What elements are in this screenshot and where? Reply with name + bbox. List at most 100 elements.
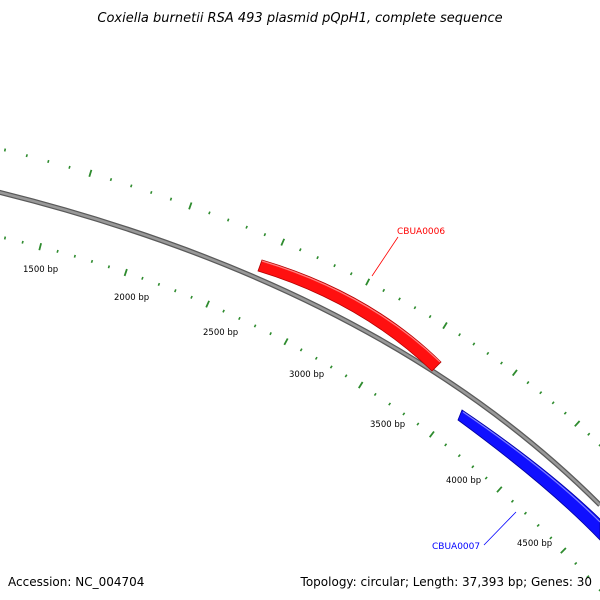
minor-tick — [388, 402, 392, 406]
minor-tick — [68, 165, 71, 169]
minor-tick — [73, 254, 76, 258]
minor-tick — [549, 536, 553, 540]
minor-tick — [598, 588, 600, 592]
minor-tick — [269, 332, 272, 336]
major-tick — [358, 381, 364, 389]
major-tick — [365, 278, 371, 286]
minor-tick — [245, 225, 248, 229]
minor-tick — [3, 148, 7, 152]
gene-label-leader-cbua0006 — [371, 236, 399, 277]
major-tick — [123, 268, 128, 277]
minor-tick — [208, 211, 211, 215]
minor-tick — [130, 184, 133, 188]
minor-tick — [444, 443, 448, 447]
gene-label-cbua0007[interactable]: CBUA0007 — [432, 542, 480, 552]
minor-tick — [56, 249, 59, 253]
minor-tick — [3, 236, 7, 240]
gene-arrow-cbua0006[interactable] — [257, 259, 442, 372]
tick-label: 4000 bp — [446, 476, 481, 486]
gene-cbua0007[interactable] — [457, 409, 600, 541]
minor-tick — [587, 432, 591, 436]
major-tick — [442, 322, 448, 330]
minor-tick — [157, 282, 161, 286]
plasmid-backbone — [0, 191, 600, 506]
minor-tick — [253, 324, 257, 328]
minor-tick — [333, 264, 336, 268]
minor-tick — [47, 159, 50, 164]
minor-tick — [316, 256, 319, 260]
minor-tick — [349, 272, 353, 276]
minor-tick — [484, 476, 488, 480]
accession-text: Accession: NC_004704 — [8, 575, 144, 589]
minor-tick — [299, 348, 303, 352]
tick-label: 2000 bp — [114, 293, 149, 303]
minor-tick — [109, 178, 113, 182]
minor-tick — [574, 561, 578, 565]
gene-arrow-highlight — [261, 260, 441, 363]
major-tick — [511, 369, 518, 377]
minor-tick — [150, 190, 153, 195]
minor-tick — [174, 289, 177, 293]
major-tick — [428, 430, 435, 438]
minor-tick — [563, 411, 567, 415]
minor-tick — [373, 392, 377, 397]
major-tick — [38, 242, 42, 251]
gene-arrow-highlight — [462, 411, 600, 523]
inner-tick-ring — [3, 236, 600, 592]
minor-tick — [510, 499, 514, 503]
outer-tick-ring — [3, 148, 600, 447]
minor-tick — [222, 309, 225, 313]
minor-tick — [107, 265, 111, 269]
minor-tick — [457, 454, 461, 458]
minor-tick — [238, 316, 241, 321]
minor-tick — [486, 351, 490, 356]
minor-tick — [472, 342, 476, 346]
tick-label: 2500 bp — [203, 328, 238, 338]
major-tick — [496, 486, 503, 493]
minor-tick — [226, 218, 230, 222]
minor-tick — [25, 154, 28, 158]
minor-tick — [416, 422, 420, 426]
minor-tick — [471, 465, 475, 469]
minor-tick — [398, 297, 401, 301]
minor-tick — [402, 412, 406, 416]
minor-tick — [382, 288, 386, 293]
major-tick — [88, 169, 93, 178]
tick-label: 4500 bp — [517, 539, 552, 549]
minor-tick — [551, 401, 555, 405]
major-tick — [283, 338, 289, 346]
topology-summary: Topology: circular; Length: 37,393 bp; G… — [300, 575, 592, 589]
minor-tick — [428, 314, 432, 319]
minor-tick — [344, 374, 348, 378]
minor-tick — [329, 365, 333, 369]
gene-label-cbua0006[interactable]: CBUA0006 — [397, 227, 445, 237]
minor-tick — [314, 356, 318, 360]
minor-tick — [21, 240, 24, 244]
minor-tick — [523, 511, 527, 515]
major-tick — [574, 420, 581, 427]
tick-label: 3500 bp — [370, 420, 405, 430]
tick-label: 3000 bp — [289, 370, 324, 380]
major-tick — [560, 547, 567, 554]
minor-tick — [413, 306, 417, 310]
gene-cbua0006[interactable] — [257, 259, 442, 372]
minor-tick — [536, 523, 540, 527]
map-title: Coxiella burnetii RSA 493 plasmid pQpH1,… — [97, 11, 502, 26]
tick-label: 1500 bp — [23, 265, 58, 275]
minor-tick — [500, 361, 503, 365]
major-tick — [280, 238, 286, 246]
major-tick — [205, 300, 210, 308]
minor-tick — [539, 391, 543, 395]
gene-arrow-cbua0007[interactable] — [457, 409, 600, 541]
minor-tick — [90, 259, 94, 264]
minor-tick — [458, 333, 461, 337]
minor-tick — [190, 295, 193, 299]
major-tick — [188, 202, 193, 210]
minor-tick — [169, 197, 173, 201]
minor-tick — [598, 443, 600, 447]
minor-tick — [141, 276, 144, 280]
minor-tick — [586, 575, 590, 579]
minor-tick — [263, 232, 267, 237]
minor-tick — [526, 381, 530, 385]
